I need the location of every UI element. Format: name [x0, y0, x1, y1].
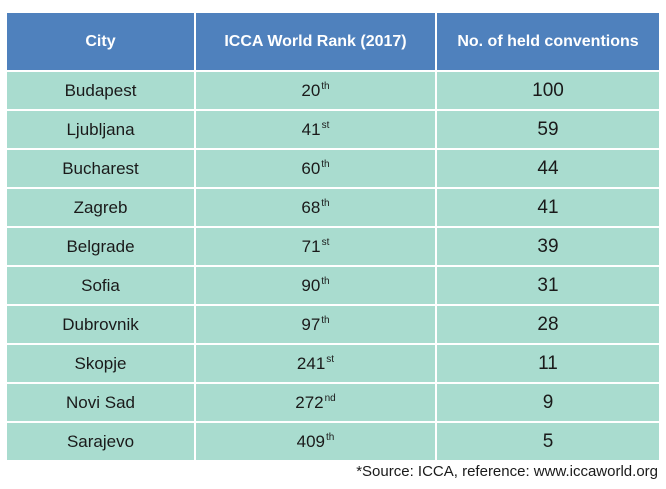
conventions-table: City ICCA World Rank (2017) No. of held …	[7, 13, 659, 460]
conventions-table-container: City ICCA World Rank (2017) No. of held …	[7, 13, 659, 460]
rank-value: 71	[301, 236, 321, 256]
conventions-cell: 39	[436, 226, 659, 266]
conventions-cell: 100	[436, 70, 659, 110]
city-cell: Skopje	[7, 343, 196, 383]
city-cell: Dubrovnik	[7, 304, 196, 344]
rank-ordinal-suffix: st	[321, 119, 330, 131]
table-row: Sarajevo 409th 5	[7, 421, 659, 460]
city-cell: Sofia	[7, 265, 196, 305]
rank-cell: 409th	[195, 421, 437, 460]
conventions-cell: 59	[436, 109, 659, 149]
table-row: Novi Sad 272nd 9	[7, 382, 659, 422]
table-body: Budapest 20th 100 Ljubljana 41st 59 Bucharest 6…	[7, 70, 659, 460]
city-cell: Budapest	[7, 70, 196, 110]
rank-cell: 20th	[195, 70, 437, 110]
rank-cell: 68th	[195, 187, 437, 227]
city-cell: Bucharest	[7, 148, 196, 188]
rank-ordinal-suffix: th	[321, 275, 330, 287]
city-cell: Zagreb	[7, 187, 196, 227]
rank-ordinal-suffix: th	[321, 158, 330, 170]
table-row: Ljubljana 41st 59	[7, 109, 659, 149]
city-cell: Ljubljana	[7, 109, 196, 149]
rank-value: 241	[296, 353, 326, 373]
rank-value: 409	[296, 431, 326, 451]
rank-cell: 41st	[195, 109, 437, 149]
column-header-rank: ICCA World Rank (2017)	[195, 13, 437, 71]
table-row: Belgrade 71st 39	[7, 226, 659, 266]
rank-cell: 97th	[195, 304, 437, 344]
city-cell: Sarajevo	[7, 421, 196, 460]
rank-ordinal-suffix: th	[321, 80, 330, 92]
table-row: Zagreb 68th 41	[7, 187, 659, 227]
table-header-row: City ICCA World Rank (2017) No. of held …	[7, 13, 659, 71]
rank-cell: 71st	[195, 226, 437, 266]
rank-value: 60	[301, 158, 321, 178]
table-row: Dubrovnik 97th 28	[7, 304, 659, 344]
conventions-cell: 28	[436, 304, 659, 344]
rank-value: 20	[301, 80, 321, 100]
rank-ordinal-suffix: th	[321, 197, 330, 209]
rank-ordinal-suffix: st	[326, 353, 335, 365]
rank-ordinal-suffix: nd	[324, 392, 336, 404]
table-row: Skopje 241st 11	[7, 343, 659, 383]
rank-cell: 90th	[195, 265, 437, 305]
table-row: Budapest 20th 100	[7, 70, 659, 110]
source-note: *Source: ICCA, reference: www.iccaworld.…	[356, 463, 658, 480]
rank-ordinal-suffix: th	[321, 314, 330, 326]
conventions-cell: 5	[436, 421, 659, 460]
rank-value: 90	[301, 275, 321, 295]
conventions-cell: 31	[436, 265, 659, 305]
column-header-city: City	[7, 13, 196, 71]
conventions-cell: 41	[436, 187, 659, 227]
rank-value: 68	[301, 197, 321, 217]
rank-value: 41	[301, 119, 321, 139]
city-cell: Belgrade	[7, 226, 196, 266]
rank-ordinal-suffix: st	[321, 236, 330, 248]
rank-cell: 60th	[195, 148, 437, 188]
city-cell: Novi Sad	[7, 382, 196, 422]
conventions-cell: 44	[436, 148, 659, 188]
conventions-cell: 11	[436, 343, 659, 383]
table-row: Bucharest 60th 44	[7, 148, 659, 188]
conventions-cell: 9	[436, 382, 659, 422]
rank-value: 272	[295, 392, 324, 412]
rank-cell: 241st	[195, 343, 437, 383]
rank-value: 97	[301, 314, 321, 334]
column-header-conventions: No. of held conventions	[436, 13, 659, 71]
table-row: Sofia 90th 31	[7, 265, 659, 305]
rank-ordinal-suffix: th	[326, 431, 335, 443]
rank-cell: 272nd	[195, 382, 437, 422]
